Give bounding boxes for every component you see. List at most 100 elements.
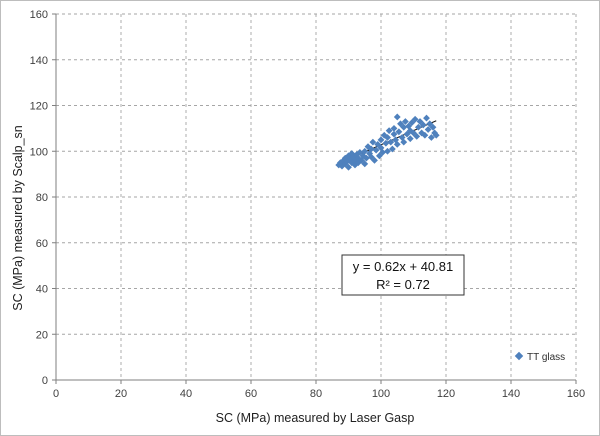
y-tick-label: 100 bbox=[30, 146, 48, 158]
data-point bbox=[341, 160, 349, 168]
data-point bbox=[361, 147, 369, 155]
data-point bbox=[403, 130, 411, 138]
data-point bbox=[351, 161, 359, 169]
x-axis-title: SC (MPa) measured by Laser Gasp bbox=[216, 411, 415, 425]
data-point bbox=[421, 131, 429, 139]
legend-label: TT glass bbox=[527, 352, 565, 363]
legend: TT glass bbox=[514, 351, 565, 363]
data-point bbox=[406, 135, 414, 143]
data-point bbox=[367, 153, 375, 161]
data-point bbox=[375, 152, 383, 160]
r-squared-value: R² = 0.72 bbox=[376, 277, 430, 292]
x-tick-label: 120 bbox=[437, 388, 455, 400]
x-tick-label: 0 bbox=[53, 388, 59, 400]
data-point bbox=[336, 159, 344, 167]
y-tick-label: 80 bbox=[36, 192, 48, 204]
data-point bbox=[390, 130, 398, 138]
data-point bbox=[338, 162, 346, 170]
y-tick-label: 40 bbox=[36, 284, 48, 296]
data-point bbox=[354, 154, 362, 162]
data-point bbox=[414, 123, 422, 131]
data-point bbox=[410, 129, 417, 137]
data-point bbox=[423, 114, 430, 122]
data-point bbox=[390, 124, 398, 132]
data-point bbox=[432, 131, 440, 139]
y-tick-label: 140 bbox=[30, 55, 48, 67]
data-point bbox=[380, 131, 388, 139]
data-point bbox=[379, 148, 387, 156]
data-point bbox=[387, 138, 395, 146]
data-point bbox=[351, 157, 359, 164]
data-point bbox=[366, 150, 374, 157]
x-tick-label: 140 bbox=[502, 388, 520, 400]
data-point bbox=[431, 129, 439, 137]
data-point bbox=[345, 163, 352, 171]
data-point bbox=[348, 150, 356, 157]
data-point bbox=[361, 160, 369, 168]
equation-box: y = 0.62x + 40.81 R² = 0.72 bbox=[341, 254, 465, 296]
data-point bbox=[429, 123, 437, 131]
data-point bbox=[413, 132, 421, 140]
data-point bbox=[427, 134, 435, 141]
data-point bbox=[367, 145, 375, 153]
y-tick-label: 160 bbox=[30, 9, 48, 21]
data-point bbox=[393, 113, 401, 121]
data-point bbox=[335, 161, 343, 169]
data-point bbox=[341, 154, 349, 162]
trendline-equation: y = 0.62x + 40.81 bbox=[353, 259, 453, 274]
x-tick-label: 80 bbox=[310, 388, 322, 400]
data-point bbox=[405, 122, 413, 130]
data-point bbox=[356, 148, 364, 156]
data-point bbox=[377, 136, 385, 144]
data-point bbox=[388, 145, 396, 153]
tick-labels: 0 20 40 60 80 100 120 140 160 0 20 40 60 80 100 120 140 1… bbox=[30, 9, 586, 400]
data-point bbox=[395, 128, 403, 136]
legend-marker-diamond-icon bbox=[514, 351, 524, 361]
data-point bbox=[371, 157, 378, 164]
data-point bbox=[419, 121, 427, 129]
data-point bbox=[374, 140, 382, 148]
y-tick-label: 0 bbox=[42, 375, 48, 387]
data-point bbox=[346, 155, 354, 163]
y-tick-label: 60 bbox=[36, 238, 48, 250]
data-point bbox=[359, 152, 367, 160]
x-tick-label: 100 bbox=[372, 388, 390, 400]
x-tick-label: 160 bbox=[567, 388, 585, 400]
data-point bbox=[369, 138, 377, 146]
data-point bbox=[406, 127, 414, 135]
data-point bbox=[397, 120, 404, 128]
data-point bbox=[398, 134, 406, 141]
x-tick-label: 20 bbox=[115, 388, 127, 400]
data-point bbox=[349, 153, 357, 161]
data-point bbox=[426, 120, 434, 128]
data-point bbox=[418, 129, 426, 137]
data-point bbox=[364, 143, 372, 151]
data-point bbox=[353, 151, 361, 159]
data-point bbox=[362, 154, 370, 162]
data-point bbox=[400, 123, 408, 131]
y-axis-title: SC (MPa) measured by Scalp_sn bbox=[11, 125, 25, 311]
y-tick-label: 20 bbox=[36, 329, 48, 341]
equation-box-border bbox=[341, 254, 465, 296]
x-tick-label: 40 bbox=[180, 388, 192, 400]
data-point bbox=[393, 140, 401, 148]
data-point bbox=[343, 158, 351, 165]
data-point bbox=[416, 118, 424, 125]
data-point bbox=[358, 157, 365, 164]
data-point bbox=[348, 159, 356, 167]
x-tick-label: 60 bbox=[245, 388, 257, 400]
data-point bbox=[372, 146, 380, 154]
data-point bbox=[400, 138, 408, 146]
data-point bbox=[384, 134, 391, 141]
data-point bbox=[392, 136, 400, 144]
data-point bbox=[401, 118, 409, 125]
data-point bbox=[408, 119, 416, 127]
data-point bbox=[424, 126, 432, 133]
grid-lines bbox=[52, 13, 577, 384]
data-point bbox=[384, 147, 391, 155]
data-point bbox=[382, 139, 390, 147]
data-points bbox=[335, 113, 440, 171]
y-tick-label: 120 bbox=[30, 101, 48, 113]
